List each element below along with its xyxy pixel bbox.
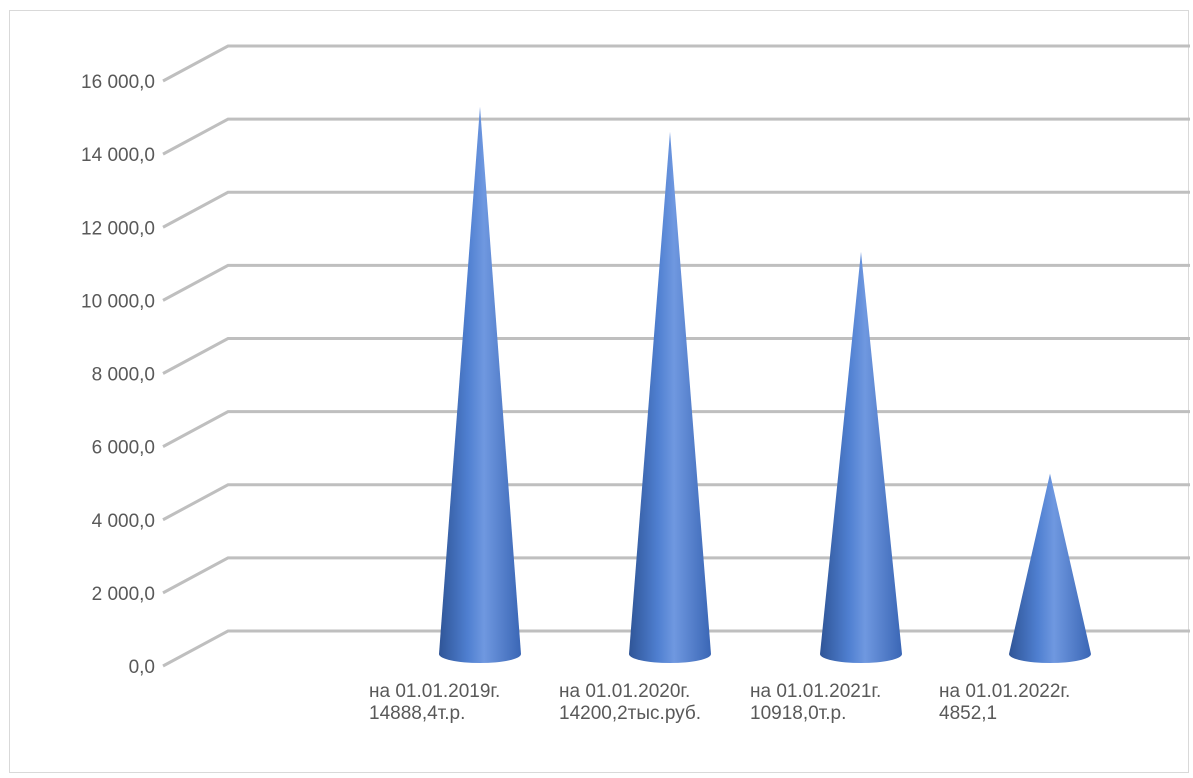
chart-area: 0,0 2 000,0 4 000,0 6 000,0 8 000,0 10 000,0 1…: [9, 10, 1190, 773]
gridline: [162, 44, 1190, 83]
cone-body: [629, 131, 711, 664]
y-tick-label: 10 000,0: [81, 291, 155, 312]
cone-body: [820, 251, 902, 664]
cone-bar: [1009, 473, 1091, 663]
x-category-label: на 01.01.2021г. 10918,0т.р.: [750, 681, 882, 724]
gridlines: [162, 44, 1190, 668]
cones: [439, 106, 1091, 664]
y-axis-tick-labels: 0,0 2 000,0 4 000,0 6 000,0 8 000,0 10 000,0 1…: [81, 72, 155, 678]
cone-bar: [439, 106, 521, 663]
y-tick-label: 0,0: [129, 657, 155, 678]
y-tick-label: 14 000,0: [81, 145, 155, 166]
cone-body: [439, 106, 521, 663]
y-tick-label: 16 000,0: [81, 72, 155, 93]
cone-bar: [820, 251, 902, 664]
y-tick-label: 4 000,0: [92, 511, 155, 532]
x-category-label: на 01.01.2019г. 14888,4т.р.: [369, 681, 501, 724]
y-tick-label: 8 000,0: [92, 365, 155, 386]
gridline: [162, 117, 1190, 156]
y-tick-label: 12 000,0: [81, 218, 155, 239]
cone-bar: [629, 131, 711, 664]
y-tick-label: 2 000,0: [92, 584, 155, 605]
cone-body: [1009, 473, 1091, 663]
x-category-label: на 01.01.2022г. 4852,1: [939, 681, 1071, 724]
gridline: [162, 263, 1190, 302]
y-tick-label: 6 000,0: [92, 438, 155, 459]
gridline: [162, 190, 1190, 229]
cone-chart: 0,0 2 000,0 4 000,0 6 000,0 8 000,0 10 000,0 1…: [81, 44, 1190, 678]
x-category-label: на 01.01.2020г. 14200,2тыс.руб.: [559, 681, 702, 724]
